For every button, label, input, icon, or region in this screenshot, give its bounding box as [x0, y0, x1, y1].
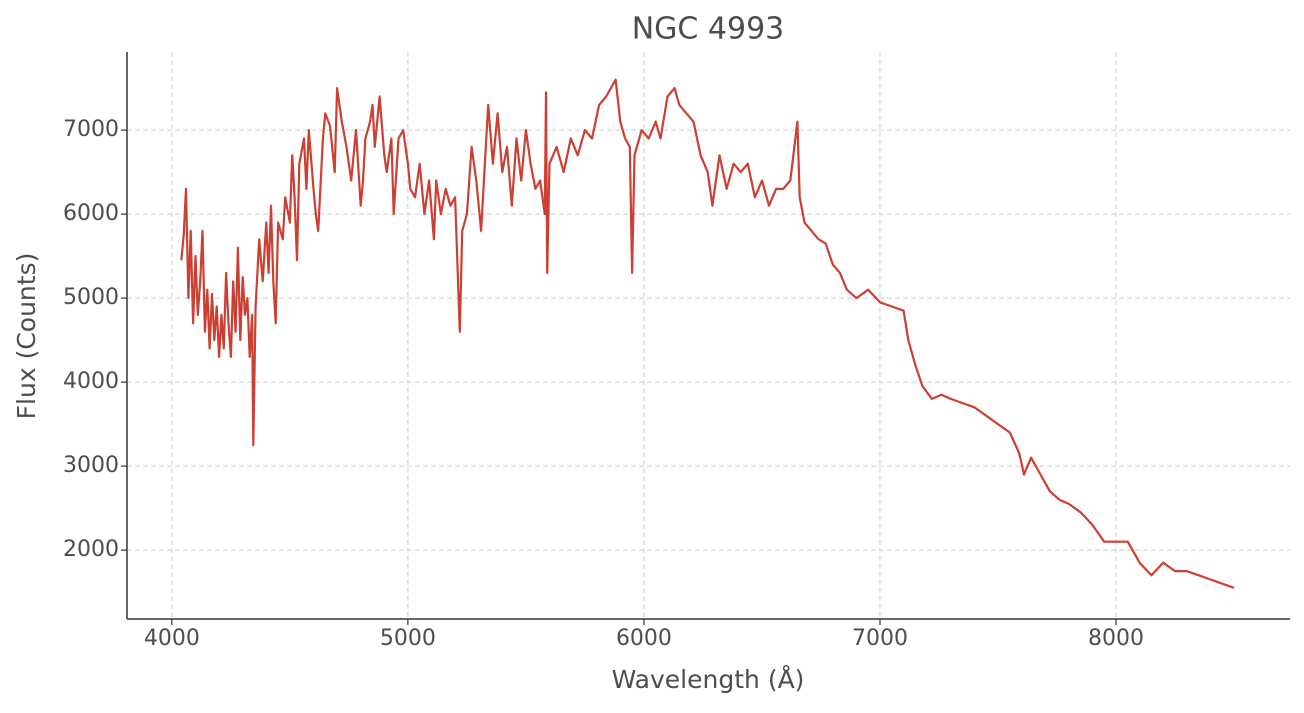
x-tick-label: 4000	[144, 626, 200, 651]
y-axis-label: Flux (Counts)	[12, 253, 41, 420]
chart-title: NGC 4993	[632, 12, 785, 47]
x-tick-label: 7000	[852, 626, 908, 651]
x-axis-label: Wavelength (Å)	[612, 665, 805, 694]
x-tick-label: 8000	[1088, 626, 1144, 651]
y-tick-label: 4000	[63, 369, 119, 394]
y-tick-label: 3000	[63, 453, 119, 478]
y-tick-label: 5000	[63, 285, 119, 310]
x-tick-label: 6000	[616, 626, 672, 651]
y-tick-label: 7000	[63, 117, 119, 142]
y-tick-label: 6000	[63, 201, 119, 226]
y-tick-label: 2000	[63, 537, 119, 562]
x-tick-label: 5000	[380, 626, 436, 651]
spectrum-line	[180, 78, 1235, 589]
